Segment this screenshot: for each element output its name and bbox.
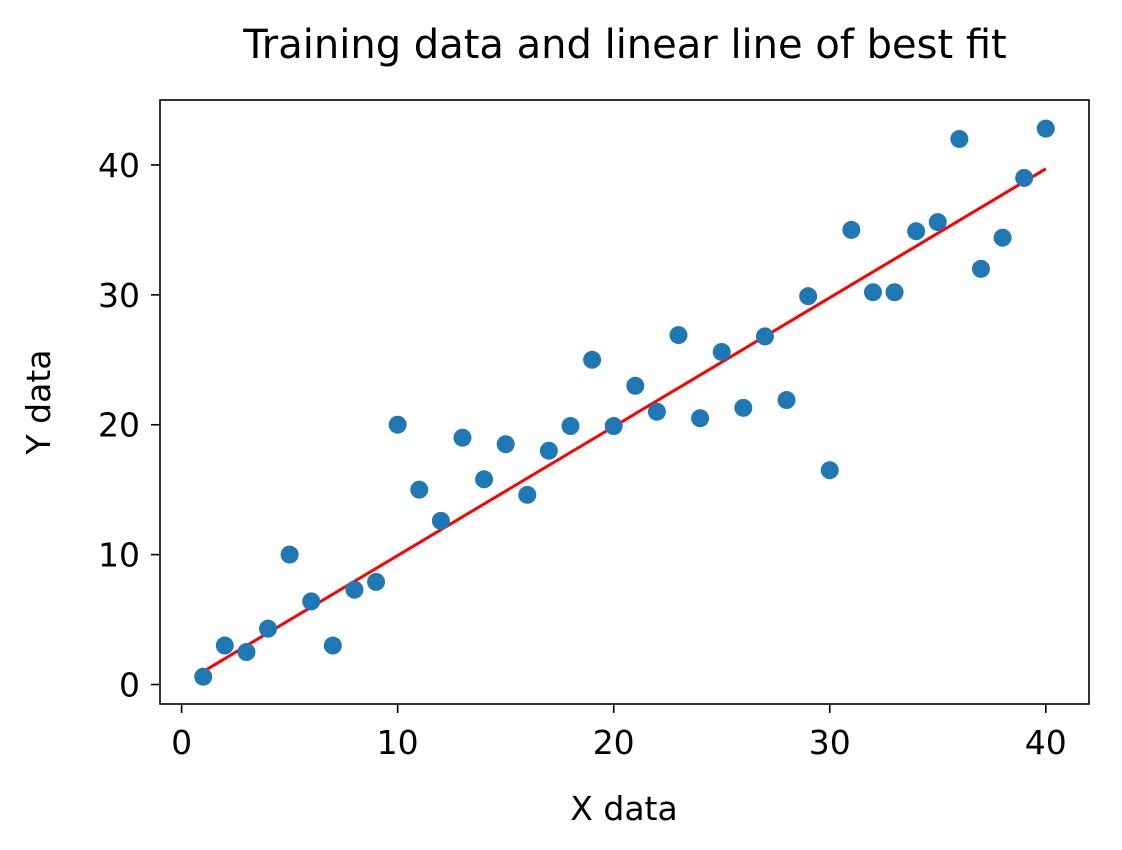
data-point — [755, 327, 774, 346]
y-tick-label: 20 — [98, 406, 140, 445]
data-point — [539, 441, 558, 460]
data-point — [259, 619, 278, 638]
plot-frame — [159, 99, 1090, 705]
data-point — [842, 220, 861, 239]
data-point — [907, 222, 926, 241]
plot-area — [194, 119, 1055, 686]
data-point — [820, 461, 839, 480]
data-point — [1015, 168, 1034, 187]
data-point — [237, 643, 256, 662]
y-axis: 0 10 20 30 40 — [98, 146, 160, 705]
data-point — [583, 350, 602, 369]
data-point — [626, 376, 645, 395]
data-point — [885, 283, 904, 302]
x-tick-label: 40 — [1025, 723, 1067, 762]
y-tick-label: 30 — [98, 276, 140, 315]
data-point — [712, 342, 731, 361]
data-point — [950, 129, 969, 148]
y-tick-label: 0 — [119, 666, 140, 705]
data-point — [367, 572, 386, 591]
x-tick-label: 0 — [171, 723, 192, 762]
fit-line — [202, 167, 1047, 673]
data-point — [971, 259, 990, 278]
x-tick-label: 20 — [593, 723, 635, 762]
data-point — [518, 485, 537, 504]
data-point — [496, 435, 515, 454]
y-axis-label: Y data — [19, 350, 58, 456]
data-point — [453, 428, 472, 447]
data-point — [993, 228, 1012, 247]
x-axis-label: X data — [570, 789, 677, 828]
data-point — [604, 417, 623, 436]
data-point — [431, 511, 450, 530]
data-point — [194, 667, 213, 686]
data-point — [280, 545, 299, 564]
data-point — [302, 592, 321, 611]
data-point — [647, 402, 666, 421]
data-point — [388, 415, 407, 434]
y-tick-label: 10 — [98, 536, 140, 575]
data-point — [734, 398, 753, 417]
data-point — [410, 480, 429, 499]
x-axis: 0 10 20 30 40 — [171, 704, 1067, 762]
data-point — [561, 417, 580, 436]
data-point — [345, 580, 364, 599]
data-point — [323, 636, 342, 655]
y-tick-label: 40 — [98, 146, 140, 185]
x-tick-label: 10 — [377, 723, 419, 762]
data-point — [799, 287, 818, 306]
data-point — [777, 391, 796, 410]
x-tick-label: 30 — [809, 723, 851, 762]
data-point — [691, 409, 710, 428]
data-point — [863, 283, 882, 302]
data-point — [669, 326, 688, 345]
data-point — [475, 470, 494, 489]
data-point — [928, 213, 947, 232]
data-point — [215, 636, 234, 655]
data-point — [1036, 119, 1055, 138]
chart-title: Training data and linear line of best fi… — [242, 22, 1006, 68]
